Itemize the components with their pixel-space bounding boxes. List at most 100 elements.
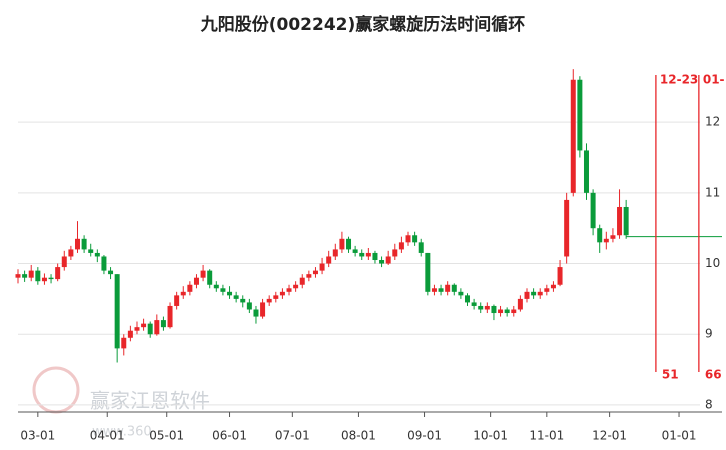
candle-body xyxy=(438,288,444,292)
candle-body xyxy=(61,256,67,268)
candle-body xyxy=(299,277,305,285)
candle-body xyxy=(227,291,233,296)
candle-body xyxy=(154,320,160,335)
candle-body xyxy=(544,288,550,292)
candle-body xyxy=(537,291,543,296)
x-tick-label: 09-01 xyxy=(407,429,442,443)
candle-body xyxy=(564,199,570,257)
x-tick-label: 07-01 xyxy=(275,429,310,443)
candle-body xyxy=(15,274,21,278)
candle-body xyxy=(114,274,120,349)
candle-body xyxy=(511,309,517,314)
candle-body xyxy=(200,270,206,278)
cycle-bottom-label: 66 xyxy=(705,368,722,382)
candle-body xyxy=(88,249,94,253)
y-tick-label: 12 xyxy=(705,115,720,129)
candle-body xyxy=(405,235,411,243)
candle-body xyxy=(478,305,484,310)
candle-body xyxy=(68,249,74,257)
candle-body xyxy=(273,295,279,299)
candle-body xyxy=(398,242,404,250)
candle-body xyxy=(174,295,180,306)
candle-body xyxy=(134,327,140,331)
watermark: 赢家江恩软件 xyxy=(90,389,210,413)
candle-body xyxy=(451,284,457,292)
candle-body xyxy=(498,309,504,314)
candle-body xyxy=(346,238,352,250)
candle-body xyxy=(22,274,28,278)
candle-body xyxy=(352,249,358,253)
x-tick-label: 05-01 xyxy=(149,429,184,443)
candle-body xyxy=(180,291,186,296)
y-tick-label: 11 xyxy=(705,185,720,199)
candle-body xyxy=(319,263,325,271)
candle-body xyxy=(431,288,437,292)
x-tick-label: 04-01 xyxy=(90,429,125,443)
x-tick-label: 06-01 xyxy=(212,429,247,443)
candle-body xyxy=(213,284,219,289)
candle-body xyxy=(392,249,398,257)
candle-body xyxy=(94,252,100,257)
candle-body xyxy=(41,277,47,282)
candle-body xyxy=(425,252,431,292)
candle-body xyxy=(623,206,629,236)
candle-body xyxy=(312,270,318,275)
candle-body xyxy=(617,206,623,236)
x-tick-label: 12-01 xyxy=(592,429,627,443)
candle-body xyxy=(332,249,338,257)
candle-body xyxy=(524,291,530,299)
candle-body xyxy=(293,284,299,289)
candle-body xyxy=(484,305,490,310)
y-tick-label: 10 xyxy=(705,256,720,270)
cycle-bottom-label: 51 xyxy=(662,368,679,382)
candle-body xyxy=(491,305,497,314)
candle-body xyxy=(471,302,477,306)
chart-title: 九阳股份(002242)赢家螺旋历法时间循环 xyxy=(200,14,526,35)
candle-body xyxy=(577,79,583,151)
cycle-top-label: 01- xyxy=(703,73,725,87)
candle-body xyxy=(207,270,213,285)
candle-body xyxy=(240,298,246,303)
y-tick-label: 8 xyxy=(705,397,713,411)
x-tick-label: 03-01 xyxy=(20,429,55,443)
candle-body xyxy=(101,256,107,271)
candle-body xyxy=(121,337,127,349)
candle-body xyxy=(326,256,332,264)
candle-body xyxy=(147,323,153,335)
candle-body xyxy=(412,235,418,243)
candle-body xyxy=(35,270,41,282)
cycle-top-label: 12-23 xyxy=(660,73,698,87)
candle-body xyxy=(160,320,166,328)
candle-body xyxy=(260,302,266,317)
candle-body xyxy=(48,277,54,280)
candle-body xyxy=(141,323,147,328)
candle-body xyxy=(28,270,34,278)
x-tick-label: 08-01 xyxy=(341,429,376,443)
candle-body xyxy=(597,228,603,243)
x-tick-label: 10-01 xyxy=(473,429,508,443)
candle-body xyxy=(233,295,239,299)
candle-body xyxy=(570,79,576,193)
candle-body xyxy=(583,150,589,193)
candle-body xyxy=(504,309,510,314)
candle-body xyxy=(590,192,596,229)
candle-body xyxy=(167,305,173,328)
candle-body xyxy=(193,277,199,285)
candle-body xyxy=(550,284,556,289)
candle-body xyxy=(253,309,259,317)
candle-body xyxy=(187,284,193,292)
candle-body xyxy=(610,235,616,239)
candle-body xyxy=(359,252,365,257)
candle-body xyxy=(286,288,292,292)
candle-body xyxy=(445,284,451,292)
candle-body xyxy=(74,238,80,250)
candle-body xyxy=(306,274,312,278)
candle-body xyxy=(279,291,285,296)
x-tick-label: 01-01 xyxy=(662,429,697,443)
candle-body xyxy=(365,252,371,257)
candle-body xyxy=(379,260,385,264)
candle-body xyxy=(246,302,252,310)
watermark-url: www.360 xyxy=(92,425,152,440)
candle-body xyxy=(531,291,537,296)
